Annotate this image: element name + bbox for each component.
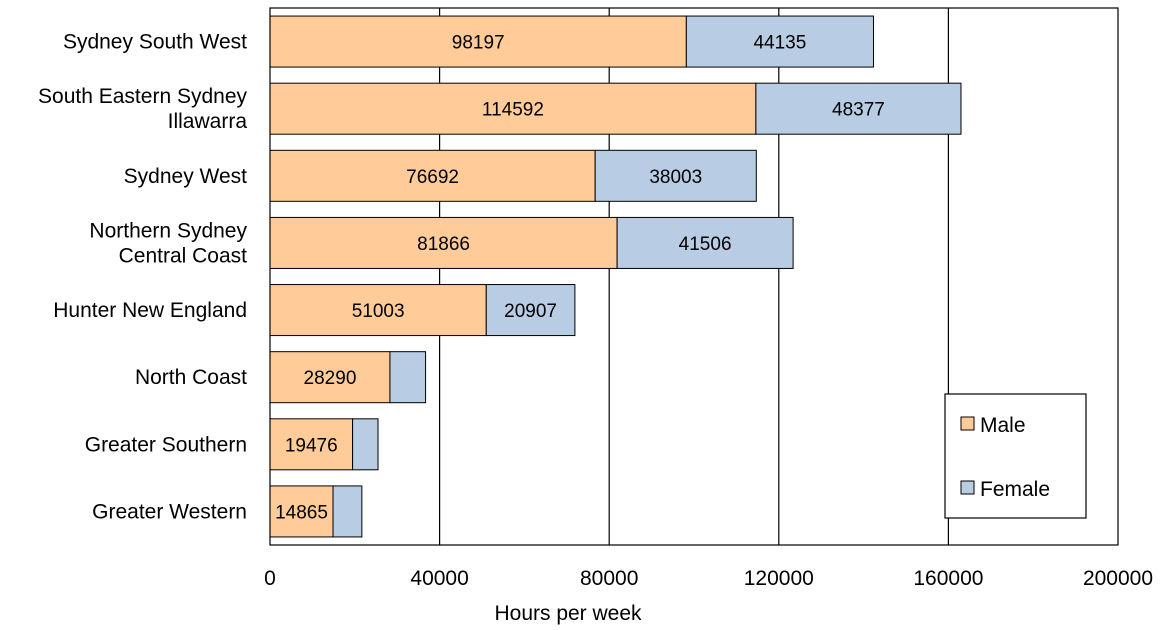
bar-male-6 xyxy=(269,418,354,471)
category-label-line: Greater Southern xyxy=(85,433,247,456)
bar-male-0 xyxy=(269,15,687,68)
data-label-male-1: 114592 xyxy=(482,100,544,121)
bar-female-2 xyxy=(594,149,757,202)
plot-area-frame xyxy=(269,7,1119,546)
bar-female-3 xyxy=(616,216,794,269)
data-label-female-4: 20907 xyxy=(504,301,557,322)
category-labels: Sydney South West South Eastern Sydney Ill… xyxy=(38,31,247,524)
category-label-line: North Coast xyxy=(135,366,247,389)
data-label-female-2: 38003 xyxy=(649,167,702,188)
category-label-5: North Coast xyxy=(135,366,247,389)
legend-label-male: Male xyxy=(980,414,1026,437)
x-tick-label: 80000 xyxy=(580,567,638,590)
data-label-male-3: 81866 xyxy=(417,234,470,255)
bar-male-4 xyxy=(269,284,487,337)
x-tick-label: 0 xyxy=(264,567,276,590)
bar-female-6 xyxy=(352,418,379,471)
legend: Male Female xyxy=(944,393,1087,519)
category-label-line: Northern Sydney xyxy=(89,219,247,242)
data-label-male-6: 19476 xyxy=(285,435,338,456)
legend-swatch-male xyxy=(960,416,975,431)
category-label-line: Sydney West xyxy=(124,165,247,188)
category-label-7: Greater Western xyxy=(92,500,247,523)
data-label-female-0: 44135 xyxy=(753,33,806,54)
category-label-line: Illawarra xyxy=(168,110,248,133)
bar-female-5 xyxy=(389,351,427,404)
bar-female-7 xyxy=(332,485,363,538)
legend-box xyxy=(944,393,1087,519)
bar-male-7 xyxy=(269,485,334,538)
data-label-male-0: 98197 xyxy=(452,33,505,54)
x-axis-title: Hours per week xyxy=(494,602,642,625)
data-label-male-4: 51003 xyxy=(352,301,405,322)
category-label-line: Hunter New England xyxy=(53,299,247,322)
data-label-male-7: 14865 xyxy=(275,502,328,523)
category-label-3: Northern Sydney Central Coast xyxy=(89,219,247,267)
bar-female-4 xyxy=(485,284,576,337)
category-label-line: Sydney South West xyxy=(63,31,247,54)
data-label-male-5: 28290 xyxy=(304,368,357,389)
bar-female-0 xyxy=(685,15,874,68)
x-tick-label: 160000 xyxy=(913,567,983,590)
data-label-female-1: 48377 xyxy=(832,100,885,121)
data-label-female-3: 41506 xyxy=(679,234,732,255)
category-label-1: South Eastern Sydney Illawarra xyxy=(38,85,247,133)
x-tick-label: 120000 xyxy=(744,567,814,590)
legend-swatch-female xyxy=(960,480,975,495)
category-label-line: Greater Western xyxy=(92,500,247,523)
legend-label-female: Female xyxy=(980,478,1050,501)
category-label-2: Sydney West xyxy=(124,165,247,188)
category-label-6: Greater Southern xyxy=(85,433,247,456)
category-label-0: Sydney South West xyxy=(63,31,247,54)
category-label-4: Hunter New England xyxy=(53,299,247,322)
bars: 98197 44135 114592 48377 76692 38003 81866 4150… xyxy=(269,15,962,538)
bar-female-1 xyxy=(755,82,962,135)
x-tick-label: 40000 xyxy=(410,567,468,590)
bar-male-1 xyxy=(269,82,757,135)
x-tick-labels: 0 40000 80000 120000 160000 200000 xyxy=(264,567,1153,590)
x-tick-label: 200000 xyxy=(1083,567,1153,590)
data-label-male-2: 76692 xyxy=(406,167,459,188)
category-label-line: Central Coast xyxy=(119,244,248,267)
category-label-line: South Eastern Sydney xyxy=(38,85,247,108)
